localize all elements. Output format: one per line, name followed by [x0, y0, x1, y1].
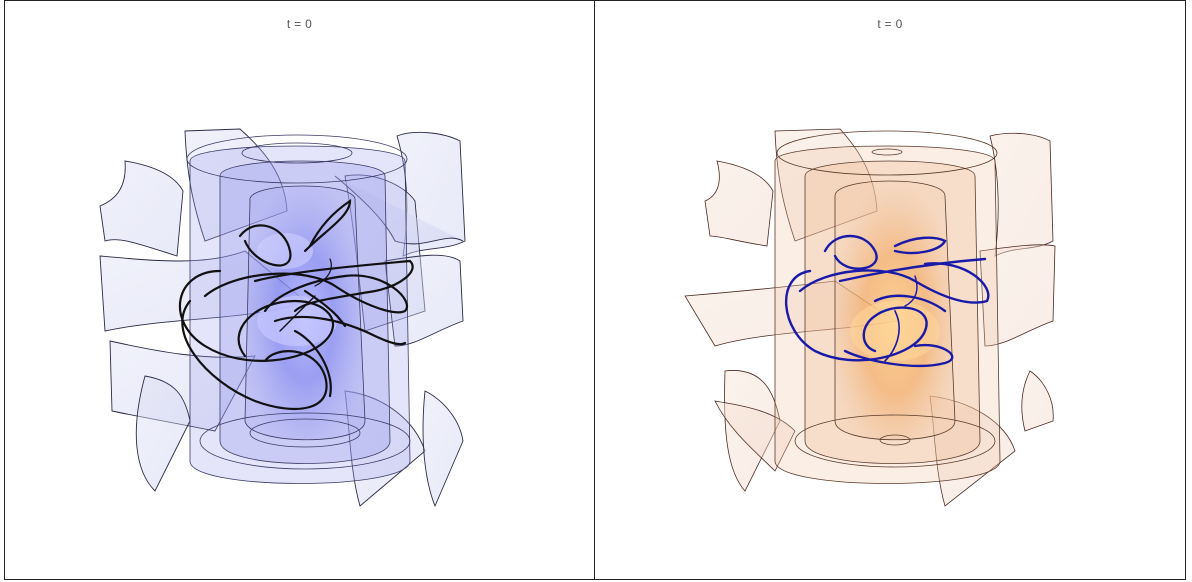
panel-title-left: t = 0 [286, 17, 313, 31]
panel-title-right: t = 0 [877, 17, 903, 31]
plot-panel-left[interactable]: t = 0 [4, 0, 595, 580]
sheet-surfaces-right [684, 128, 1056, 507]
plot-panel-right[interactable]: t = 0 [594, 0, 1186, 580]
isosurface-plot-left [99, 128, 466, 508]
isosurface-plot-right [684, 128, 1056, 507]
trajectory-curve-left [178, 198, 414, 411]
isosurface-shells-right [774, 130, 1001, 484]
trajectory-curve-right [785, 234, 990, 368]
